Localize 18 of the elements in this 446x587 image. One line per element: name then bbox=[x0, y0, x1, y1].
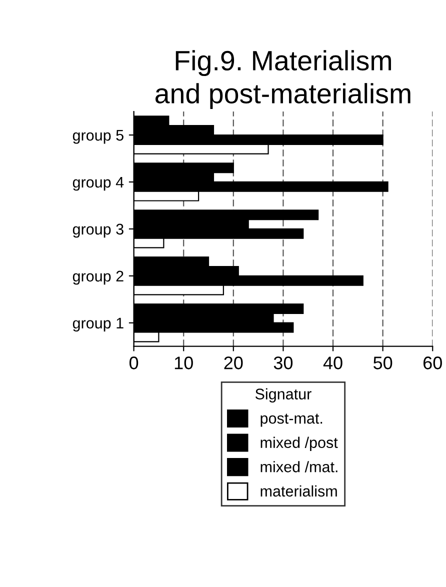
legend-label: mixed /mat. bbox=[260, 461, 338, 472]
legend-label: post-mat. bbox=[260, 414, 322, 427]
legend-title: Signatur bbox=[255, 388, 312, 402]
y-tick-label: group 5 bbox=[72, 130, 124, 144]
y-tick-label: group 2 bbox=[72, 270, 124, 285]
y-tick-label: group 1 bbox=[72, 318, 124, 332]
x-tick-label: 30 bbox=[274, 356, 293, 370]
y-tick-label: group 3 bbox=[72, 224, 124, 238]
x-tick-label: 20 bbox=[224, 356, 243, 370]
legend-label: mixed /post bbox=[260, 436, 338, 452]
y-tick-label: group 4 bbox=[72, 176, 124, 191]
x-tick-label: 40 bbox=[323, 356, 342, 370]
chart-title: Fig.9. Materialism and post-materialism bbox=[155, 50, 410, 109]
x-tick-label: 0 bbox=[129, 356, 138, 370]
x-tick-label: 50 bbox=[374, 356, 392, 370]
x-tick-label: 60 bbox=[423, 356, 442, 370]
x-tick-label: 10 bbox=[174, 356, 193, 370]
legend-label: materialism bbox=[260, 485, 337, 497]
